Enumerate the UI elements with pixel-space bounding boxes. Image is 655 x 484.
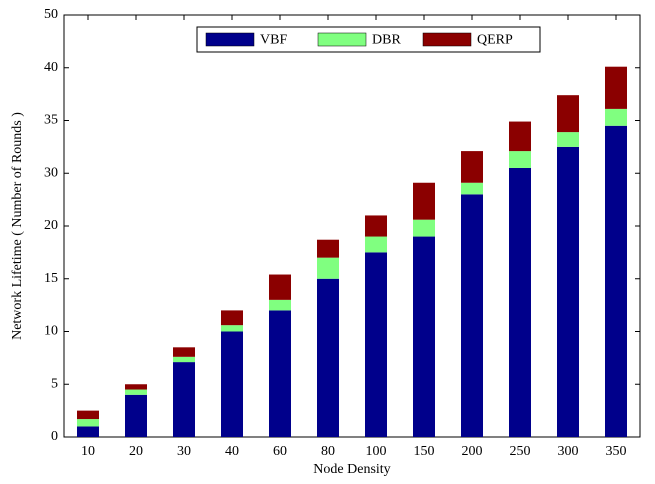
bar-segment [125,384,147,390]
bar-segment [77,426,99,437]
bar-segment [605,108,627,126]
bar-segment [557,132,579,147]
bar-segment [557,95,579,133]
bar-segment [125,394,147,437]
bar-segment [221,325,243,332]
x-tick-label: 60 [273,444,287,459]
y-tick-label: 15 [44,271,58,286]
x-tick-label: 80 [321,444,335,459]
bar-segment [461,194,483,437]
bar-segment [365,236,387,253]
legend-label: QERP [477,33,513,48]
x-axis-label: Node Density [313,462,390,477]
bar-segment [269,310,291,437]
bar-segment [77,410,99,420]
bar-segment [509,121,531,152]
bar-segment [557,146,579,437]
y-tick-label: 30 [44,165,58,180]
bar-segment [269,274,291,300]
legend-swatch [422,32,472,47]
legend-label: VBF [260,33,287,48]
bar-segment [317,239,339,258]
bar-segment [413,182,435,220]
y-axis-label: Network Lifetime ( Number of Rounds ) [10,112,25,340]
x-tick-label: 20 [129,444,143,459]
y-tick-label: 50 [44,7,58,22]
bar-segment [509,167,531,437]
bar-segment [317,257,339,279]
bar-segment [413,219,435,237]
x-tick-label: 300 [558,444,579,459]
x-tick-label: 40 [225,444,239,459]
bar-segment [221,310,243,326]
bar-segment [269,299,291,311]
legend-swatch [317,32,367,47]
legend-swatch [205,32,255,47]
bar-segment [77,419,99,427]
x-tick-label: 200 [462,444,483,459]
bar-segment [125,389,147,395]
legend-label: DBR [372,33,401,48]
bar-segment [365,252,387,437]
bar-segment [461,182,483,195]
legend-box [196,26,541,53]
bar-segment [509,151,531,168]
y-tick-label: 5 [51,376,58,391]
x-tick-label: 150 [414,444,435,459]
x-tick-label: 350 [606,444,627,459]
bar-segment [173,356,195,363]
y-tick-label: 40 [44,60,58,75]
y-tick-label: 10 [44,324,58,339]
bar-segment [413,236,435,437]
x-tick-label: 100 [366,444,387,459]
x-tick-label: 250 [510,444,531,459]
bar-segment [221,331,243,437]
bar-segment [605,125,627,438]
bar-segment [365,215,387,237]
x-tick-label: 30 [177,444,191,459]
y-tick-label: 35 [44,113,58,128]
bar-segment [173,347,195,357]
bar-segment [317,278,339,437]
y-tick-label: 20 [44,218,58,233]
plot-frame [63,14,641,438]
bar-segment [461,151,483,183]
bar-segment [173,362,195,437]
x-tick-label: 10 [81,444,95,459]
bar-segment [605,66,627,109]
y-tick-label: 0 [51,429,58,444]
